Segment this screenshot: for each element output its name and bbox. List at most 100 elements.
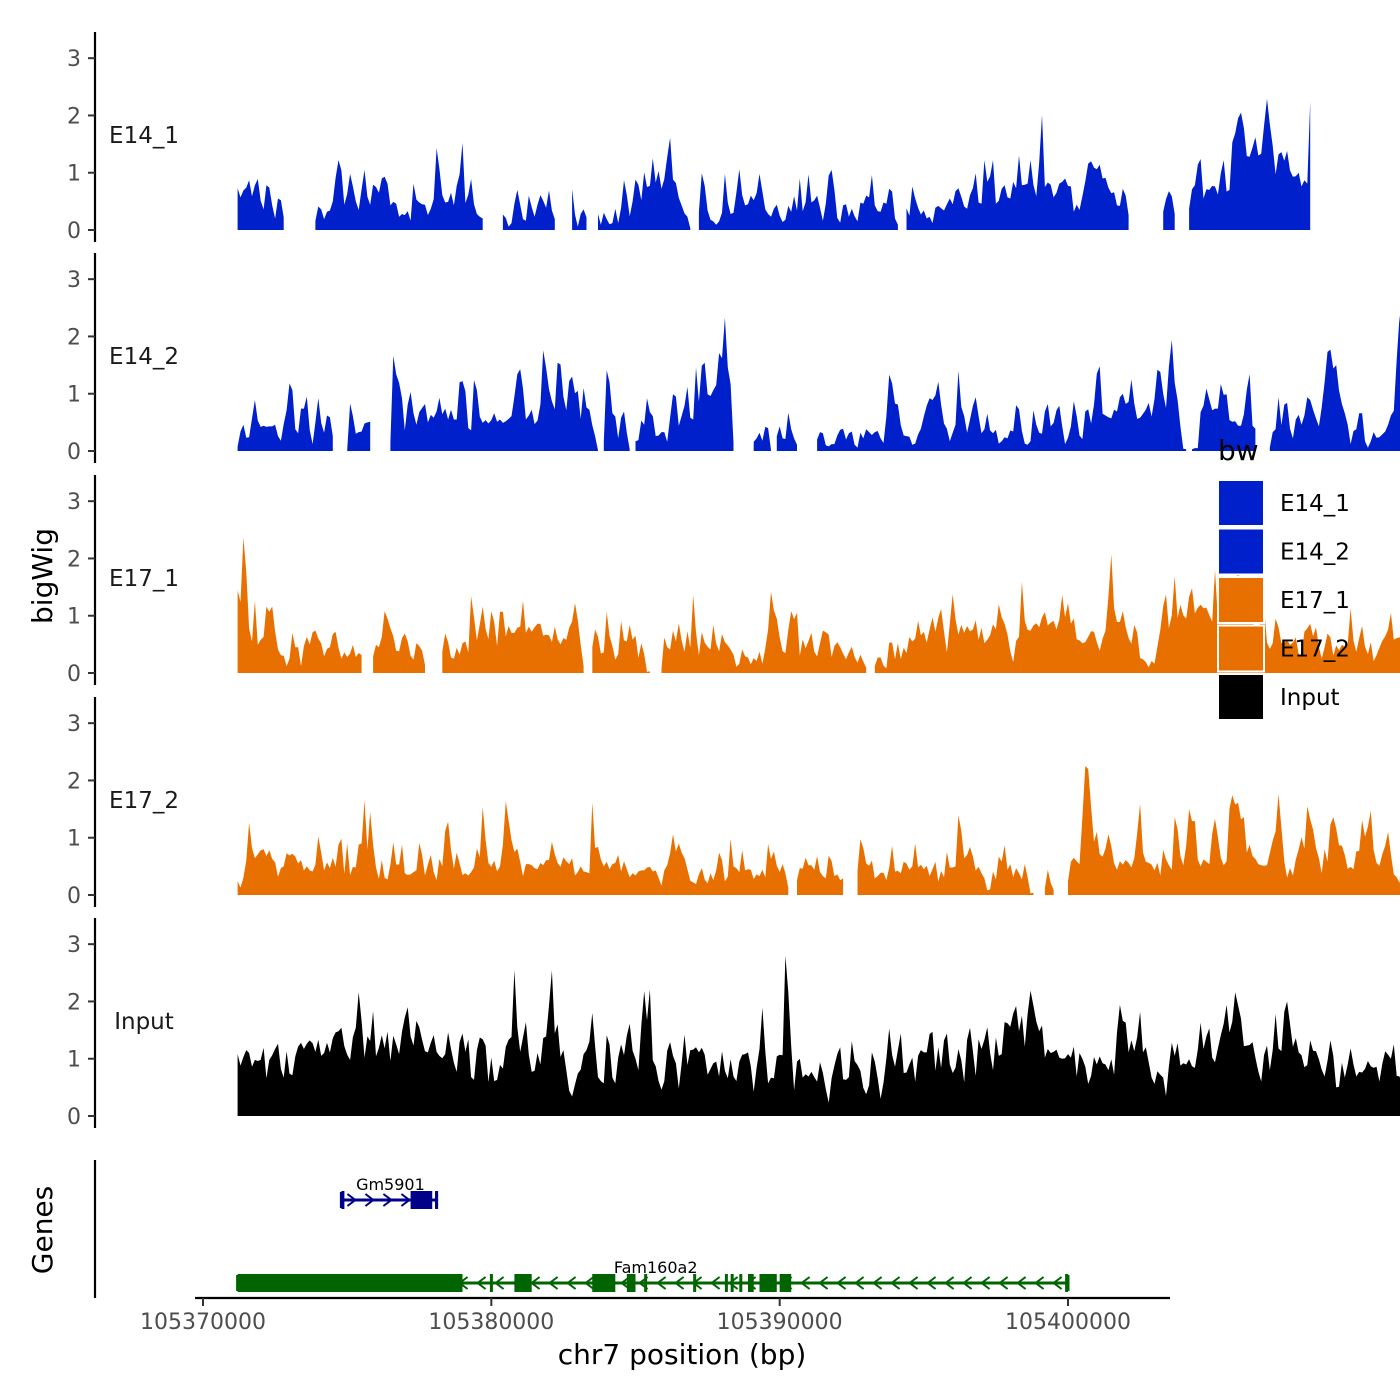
exon: [592, 1274, 616, 1292]
strand-arrow: [1033, 1276, 1045, 1290]
strand-arrow: [565, 1276, 577, 1290]
y-tick-label: 1: [67, 1048, 81, 1073]
strand-arrow: [817, 1276, 829, 1290]
y-tick-label: 1: [67, 605, 81, 630]
y-tick-label: 3: [67, 712, 81, 737]
strand-arrow: [709, 1276, 721, 1290]
legend-label: E14_1: [1280, 491, 1350, 517]
legend-label: E14_2: [1280, 540, 1350, 566]
track-label: E14_2: [109, 344, 179, 370]
strand-arrow: [547, 1276, 559, 1290]
y-tick-label: 1: [67, 383, 81, 408]
genes-panel: Gm5901 Fam160a2: [93, 1160, 1070, 1298]
strand-arrow: [400, 1193, 412, 1207]
x-tick-label: 105380000: [428, 1310, 554, 1335]
signal-area-input: [237, 955, 1400, 1116]
strand-arrow: [673, 1276, 685, 1290]
exon: [759, 1274, 777, 1292]
y-tick-label: 0: [67, 219, 81, 244]
panel-input: 0 1 2 3 Input: [67, 918, 1400, 1130]
y-tick-label: 0: [67, 440, 81, 465]
strand-arrow: [907, 1276, 919, 1290]
exon: [693, 1274, 697, 1292]
x-axis: 105370000 105380000 105390000 105400000: [140, 1296, 1170, 1335]
y-tick-label: 2: [67, 547, 81, 572]
strand-arrow: [346, 1193, 358, 1207]
y-tick-label: 2: [67, 990, 81, 1015]
panel-e14-2: 0 1 2 3 E14_2: [67, 253, 1400, 465]
legend-title: bw: [1218, 434, 1259, 467]
legend-swatch: [1217, 576, 1265, 624]
genes-axis-title: Genes: [26, 1186, 59, 1274]
strand-arrow: [583, 1276, 595, 1290]
strand-arrow: [997, 1276, 1009, 1290]
strand-arrow: [475, 1276, 487, 1290]
track-label: E17_1: [109, 566, 179, 592]
y-tick-label: 3: [67, 47, 81, 72]
y-tick-label: 0: [67, 884, 81, 909]
strand-arrow: [961, 1276, 973, 1290]
signal-panels: 0 1 2 3 E14_1 0 1 2 3 E14_2 0 1 2 3 E17_1 0 1 2 3 E17_2 0 1 2 3…: [67, 32, 1400, 1130]
strand-arrow: [1051, 1276, 1063, 1290]
track-label: Input: [114, 1009, 174, 1035]
strand-arrow: [889, 1276, 901, 1290]
gene-label: Fam160a2: [614, 1258, 698, 1277]
signal-area-e17-2: [237, 766, 1400, 895]
legend-swatch: [1217, 624, 1265, 673]
exon: [626, 1274, 636, 1292]
y-tick-label: 0: [67, 662, 81, 687]
strand-arrow: [871, 1276, 883, 1290]
y-tick-label: 0: [67, 1105, 81, 1130]
x-tick-label: 105390000: [717, 1310, 843, 1335]
legend-label: E17_1: [1280, 588, 1350, 614]
legend-label: Input: [1280, 685, 1340, 711]
strand-arrow: [925, 1276, 937, 1290]
legend-swatch: [1217, 479, 1265, 527]
strand-arrow: [1015, 1276, 1027, 1290]
y-tick-label: 3: [67, 490, 81, 515]
exon: [730, 1274, 734, 1292]
exon: [1065, 1274, 1069, 1292]
strand-arrow: [382, 1193, 394, 1207]
panel-e17-2: 0 1 2 3 E17_2: [67, 697, 1400, 909]
y-axis-title: bigWig: [26, 528, 59, 624]
y-tick-label: 3: [67, 933, 81, 958]
legend-label: E17_2: [1280, 637, 1350, 663]
exon: [435, 1191, 439, 1209]
x-tick-label: 105400000: [1005, 1310, 1131, 1335]
panel-e17-1: 0 1 2 3 E17_1: [67, 475, 1400, 687]
y-tick-label: 2: [67, 769, 81, 794]
y-tick-label: 1: [67, 827, 81, 852]
exon: [739, 1274, 743, 1292]
gene-label: Gm5901: [356, 1175, 425, 1194]
strand-arrow: [493, 1276, 505, 1290]
exon: [514, 1274, 532, 1292]
legend: bw E14_1 E14_2 E17_1 E17_2 Input: [1217, 434, 1350, 721]
y-tick-label: 1: [67, 162, 81, 187]
track-label: E14_1: [109, 123, 179, 149]
y-tick-label: 2: [67, 104, 81, 129]
strand-arrow: [943, 1276, 955, 1290]
legend-swatch: [1217, 673, 1265, 721]
exon: [644, 1274, 648, 1292]
strand-arrow: [727, 1276, 739, 1290]
x-axis-title: chr7 position (bp): [558, 1338, 807, 1371]
exon: [237, 1274, 463, 1292]
strand-arrow: [799, 1276, 811, 1290]
y-tick-label: 2: [67, 325, 81, 350]
strand-arrow: [655, 1276, 667, 1290]
legend-swatch: [1217, 527, 1265, 576]
signal-area-e14-2: [237, 315, 1400, 451]
gene-gm5901: Gm5901: [339, 1175, 439, 1209]
exon: [747, 1274, 754, 1292]
signal-area-e17-1: [237, 537, 1400, 673]
exon: [724, 1274, 728, 1292]
exon: [410, 1191, 433, 1209]
strand-arrow: [835, 1276, 847, 1290]
strand-arrow: [979, 1276, 991, 1290]
gene-fam160a2: Fam160a2: [236, 1258, 1070, 1292]
signal-area-e14-1: [237, 98, 1311, 230]
track-label: E17_2: [109, 788, 179, 814]
x-tick-label: 105370000: [140, 1310, 266, 1335]
